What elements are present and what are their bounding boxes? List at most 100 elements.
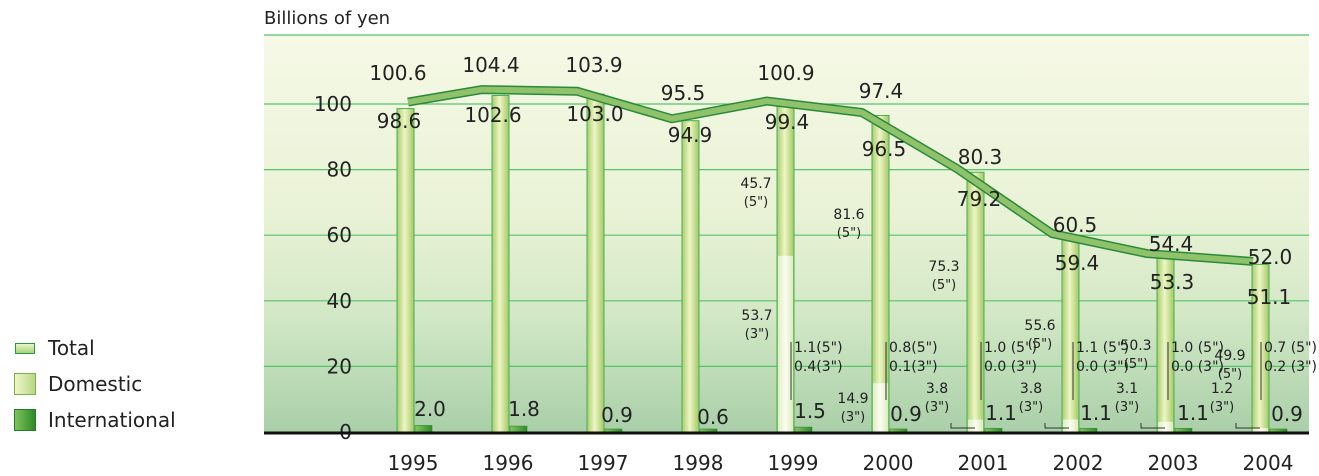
x-tick-label-2002: 2002	[1053, 451, 1104, 475]
domestic-3in-segment-2000	[873, 383, 888, 432]
total-value-label-1999: 100.9	[757, 61, 814, 85]
domestic-5in-label-2000: (5")	[837, 226, 861, 241]
total-value-label-1997: 103.9	[565, 53, 622, 77]
international-3in-value-2004: 0.2 (3")	[1264, 359, 1317, 375]
x-tick-label-1996: 1996	[483, 451, 534, 475]
international-5in-value-2003: 1.0 (5")	[1171, 340, 1224, 356]
x-tick-label-1995: 1995	[388, 451, 439, 475]
total-value-label-2000: 97.4	[859, 79, 904, 103]
domestic-bar-1996	[491, 94, 510, 433]
domestic-3in-leader-2001	[950, 423, 975, 429]
total-value-label-2004: 52.0	[1248, 245, 1293, 269]
domestic-3in-value-2001: 3.8	[926, 381, 948, 397]
international-value-label-1995: 2.0	[414, 397, 446, 421]
international-value-label-1998: 0.6	[697, 405, 729, 429]
domestic-3in-label-2004: (3")	[1210, 400, 1234, 415]
y-tick-label-100: 100	[314, 92, 352, 116]
international-3in-value-2000: 0.1(3")	[889, 359, 938, 375]
domestic-3in-value-2003: 3.1	[1116, 381, 1138, 397]
domestic-3in-value-1999: 53.7	[741, 308, 772, 324]
x-tick-label-1999: 1999	[768, 451, 819, 475]
legend: Total Domestic International	[14, 330, 176, 438]
y-tick-label-80: 80	[327, 158, 352, 182]
domestic-5in-value-2002: 55.6	[1024, 318, 1055, 334]
legend-label-total: Total	[48, 336, 95, 360]
international-value-label-2001: 1.1	[985, 401, 1017, 425]
domestic-5in-label-2002: (5")	[1028, 337, 1052, 352]
total-value-label-1996: 104.4	[462, 53, 519, 77]
x-tick-label-2003: 2003	[1148, 451, 1199, 475]
domestic-5in-label-2001: (5")	[932, 278, 956, 293]
total-value-label-2002: 60.5	[1053, 213, 1098, 237]
domestic-5in-value-2003: 50.3	[1120, 338, 1151, 354]
domestic-5in-value-2001: 75.3	[928, 259, 959, 275]
international-5in-value-2002: 1.1 (5")	[1076, 340, 1129, 356]
legend-item-total: Total	[14, 330, 176, 366]
international-value-label-2004: 0.9	[1271, 402, 1303, 426]
international-3in-value-2002: 0.0 (3")	[1076, 359, 1129, 375]
domestic-3in-label-2002: (3")	[1019, 400, 1043, 415]
domestic-3in-label-2003: (3")	[1115, 400, 1139, 415]
legend-label-domestic: Domestic	[48, 372, 143, 396]
total-value-label-1998: 95.5	[661, 81, 706, 105]
x-tick-label-2000: 2000	[863, 451, 914, 475]
legend-item-international: International	[14, 402, 176, 438]
domestic-value-label-1999: 99.4	[765, 110, 810, 134]
domestic-3in-segment-1999	[778, 255, 793, 432]
international-5in-value-2004: 0.7 (5")	[1264, 340, 1317, 356]
x-tick-label-1997: 1997	[578, 451, 629, 475]
domestic-3in-value-2002: 3.8	[1020, 381, 1042, 397]
domestic-value-label-1998: 94.9	[668, 123, 713, 147]
y-tick-label-60: 60	[327, 223, 352, 247]
domestic-5in-label-2003: (5")	[1124, 357, 1148, 372]
domestic-value-label-2004: 51.1	[1247, 285, 1292, 309]
domestic-value-label-1997: 103.0	[566, 102, 623, 126]
y-tick-label-20: 20	[327, 354, 352, 378]
domestic-5in-label-2004: (5")	[1218, 367, 1242, 382]
international-bar-1999	[794, 426, 813, 433]
domestic-3in-label-1999: (3")	[745, 327, 769, 342]
international-3in-value-2001: 0.0 (3")	[984, 359, 1037, 375]
unit-label: Billions of yen	[264, 8, 391, 29]
domestic-3in-segment-2003	[1158, 421, 1173, 432]
international-value-label-2002: 1.1	[1080, 401, 1112, 425]
international-bar-1996	[509, 425, 528, 433]
international-bar-1995	[414, 425, 433, 433]
international-value-label-2000: 0.9	[890, 402, 922, 426]
domestic-3in-segment-2004	[1253, 428, 1268, 432]
y-tick-label-40: 40	[327, 289, 352, 313]
domestic-5in-value-1999: 45.7	[740, 176, 771, 192]
domestic-value-label-1995: 98.6	[377, 109, 422, 133]
domestic-3in-value-2004: 1.2	[1211, 381, 1233, 397]
domestic-5in-value-2004: 49.9	[1214, 348, 1245, 364]
international-bar-2003	[1174, 428, 1193, 433]
legend-label-international: International	[48, 408, 176, 432]
international-3in-value-1999: 0.4(3")	[794, 359, 843, 375]
total-value-label-1995: 100.6	[369, 61, 426, 85]
domestic-value-label-2002: 59.4	[1055, 251, 1100, 275]
international-5in-value-1999: 1.1(5")	[794, 340, 843, 356]
international-value-label-1996: 1.8	[508, 397, 540, 421]
domestic-5in-value-2000: 81.6	[833, 207, 864, 223]
total-value-label-2003: 54.4	[1149, 232, 1194, 256]
domestic-3in-label-2000: (3")	[841, 410, 865, 425]
x-tick-label-1998: 1998	[673, 451, 724, 475]
domestic-3in-leader-2004	[1235, 423, 1260, 429]
total-swatch	[15, 342, 35, 354]
x-tick-label-2001: 2001	[958, 451, 1009, 475]
international-bar-2001	[984, 428, 1003, 433]
international-3in-value-2003: 0.0 (3")	[1171, 359, 1224, 375]
total-line	[407, 86, 1254, 265]
domestic-value-label-2000: 96.5	[862, 137, 907, 161]
domestic-3in-value-2000: 14.9	[837, 391, 868, 407]
international-bar-2002	[1079, 428, 1098, 433]
total-value-label-2001: 80.3	[958, 145, 1003, 169]
domestic-5in-label-1999: (5")	[744, 195, 768, 210]
international-swatch	[14, 409, 36, 431]
domestic-3in-segment-2002	[1063, 419, 1078, 432]
legend-item-domestic: Domestic	[14, 366, 176, 402]
domestic-bar-1998	[681, 120, 700, 433]
domestic-bar-1995	[396, 108, 415, 433]
international-value-label-1999: 1.5	[794, 399, 826, 423]
